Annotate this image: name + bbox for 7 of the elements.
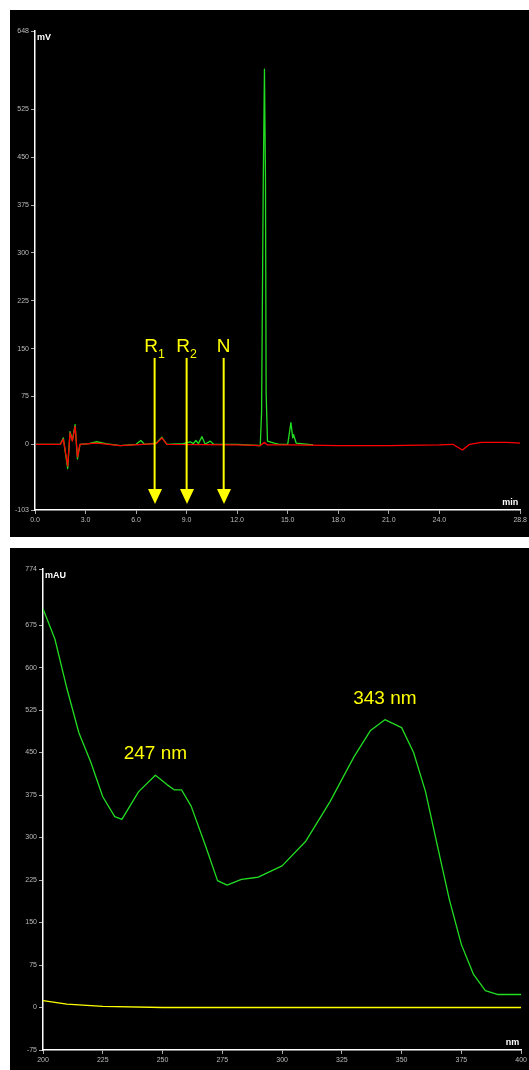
y-axis-title: mAU bbox=[45, 569, 67, 580]
y-axis-title: mV bbox=[37, 31, 52, 42]
x-axis-title: min bbox=[502, 496, 519, 507]
annotation: 343 nm bbox=[353, 686, 417, 708]
ref-line-label: N bbox=[216, 334, 231, 356]
annotation: 247 nm bbox=[123, 742, 188, 764]
x-axis-title: nm bbox=[505, 1036, 520, 1047]
